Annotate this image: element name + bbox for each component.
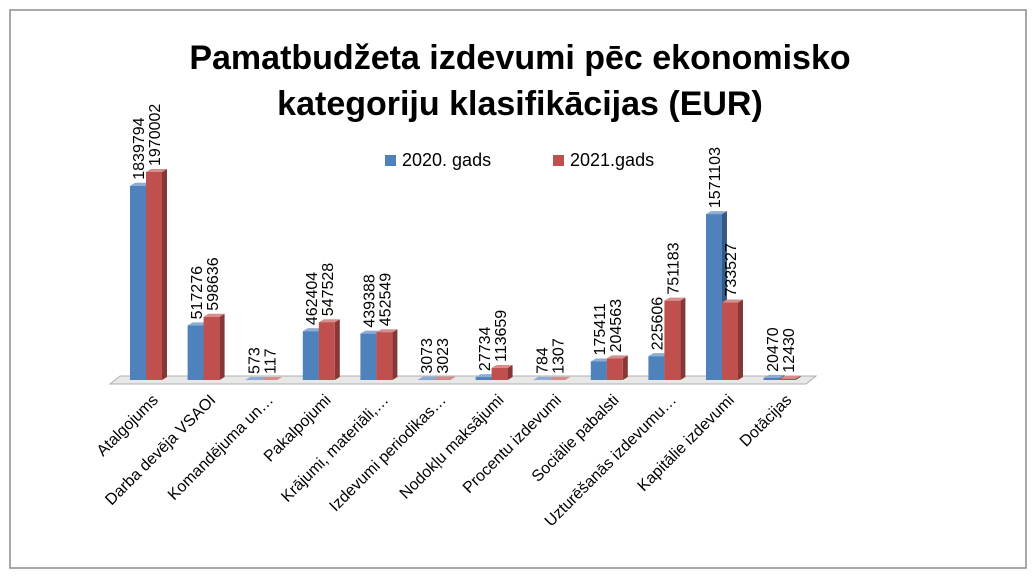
bar-side bbox=[623, 355, 628, 380]
bar-side bbox=[220, 314, 225, 380]
data-label: 573 bbox=[246, 347, 263, 374]
data-label: 3023 bbox=[435, 338, 452, 374]
data-label: 175411 bbox=[592, 303, 609, 355]
bar-front bbox=[130, 186, 146, 380]
bar-side bbox=[335, 319, 340, 380]
data-label: 452549 bbox=[378, 273, 395, 326]
data-label: 547528 bbox=[320, 263, 337, 316]
bar-front bbox=[664, 301, 680, 380]
bar-front bbox=[706, 214, 722, 380]
bar bbox=[492, 365, 513, 380]
bar-front bbox=[764, 378, 780, 380]
bar bbox=[146, 169, 167, 380]
chart-title: Pamatbudžeta izdevumi pēc ekonomisko bbox=[189, 39, 850, 77]
bar bbox=[376, 329, 397, 380]
bar-side bbox=[738, 300, 743, 380]
data-label: 1839794 bbox=[131, 117, 148, 179]
data-label: 1571103 bbox=[707, 147, 724, 208]
data-label: 12430 bbox=[781, 328, 798, 373]
data-label: 784 bbox=[534, 347, 551, 374]
bar bbox=[204, 314, 225, 380]
data-label: 113659 bbox=[493, 310, 510, 362]
data-label: 733527 bbox=[723, 243, 740, 296]
data-label: 598636 bbox=[205, 257, 222, 310]
bar-front bbox=[360, 334, 376, 380]
data-label: 517276 bbox=[189, 266, 206, 319]
data-label: 225606 bbox=[650, 297, 667, 350]
data-label: 27734 bbox=[477, 326, 494, 371]
bar-front bbox=[188, 325, 204, 380]
chart-title: kategoriju klasifikācijas (EUR) bbox=[277, 85, 763, 123]
data-label: 204563 bbox=[608, 299, 625, 352]
bar-side bbox=[162, 169, 167, 380]
data-label: 1970002 bbox=[147, 104, 164, 166]
bar-front bbox=[591, 361, 607, 380]
bar-front bbox=[204, 317, 220, 380]
legend-label: 2021.gads bbox=[570, 150, 654, 170]
bar-front bbox=[146, 172, 162, 380]
data-label: 3073 bbox=[419, 338, 436, 374]
bar bbox=[607, 355, 628, 380]
bar bbox=[664, 298, 685, 380]
legend-swatch bbox=[385, 155, 396, 166]
bar-front bbox=[319, 322, 335, 380]
bar-front bbox=[376, 332, 392, 380]
data-label: 20470 bbox=[765, 327, 782, 372]
bar-side bbox=[680, 298, 685, 380]
bar-front bbox=[476, 377, 492, 380]
bar-front bbox=[303, 331, 319, 380]
data-label: 751183 bbox=[666, 242, 683, 294]
bar-side bbox=[392, 329, 397, 380]
bar-front bbox=[607, 358, 623, 380]
legend-label: 2020. gads bbox=[402, 150, 491, 170]
bar bbox=[319, 319, 340, 380]
bar-front bbox=[780, 379, 796, 380]
data-label: 1307 bbox=[550, 338, 567, 374]
legend-swatch bbox=[553, 155, 564, 166]
bar-front bbox=[722, 303, 738, 380]
bar-front bbox=[492, 368, 508, 380]
data-label: 439388 bbox=[362, 274, 379, 327]
data-label: 117 bbox=[262, 348, 279, 374]
bar-front bbox=[648, 356, 664, 380]
bar bbox=[722, 300, 743, 380]
data-label: 462404 bbox=[304, 272, 321, 325]
